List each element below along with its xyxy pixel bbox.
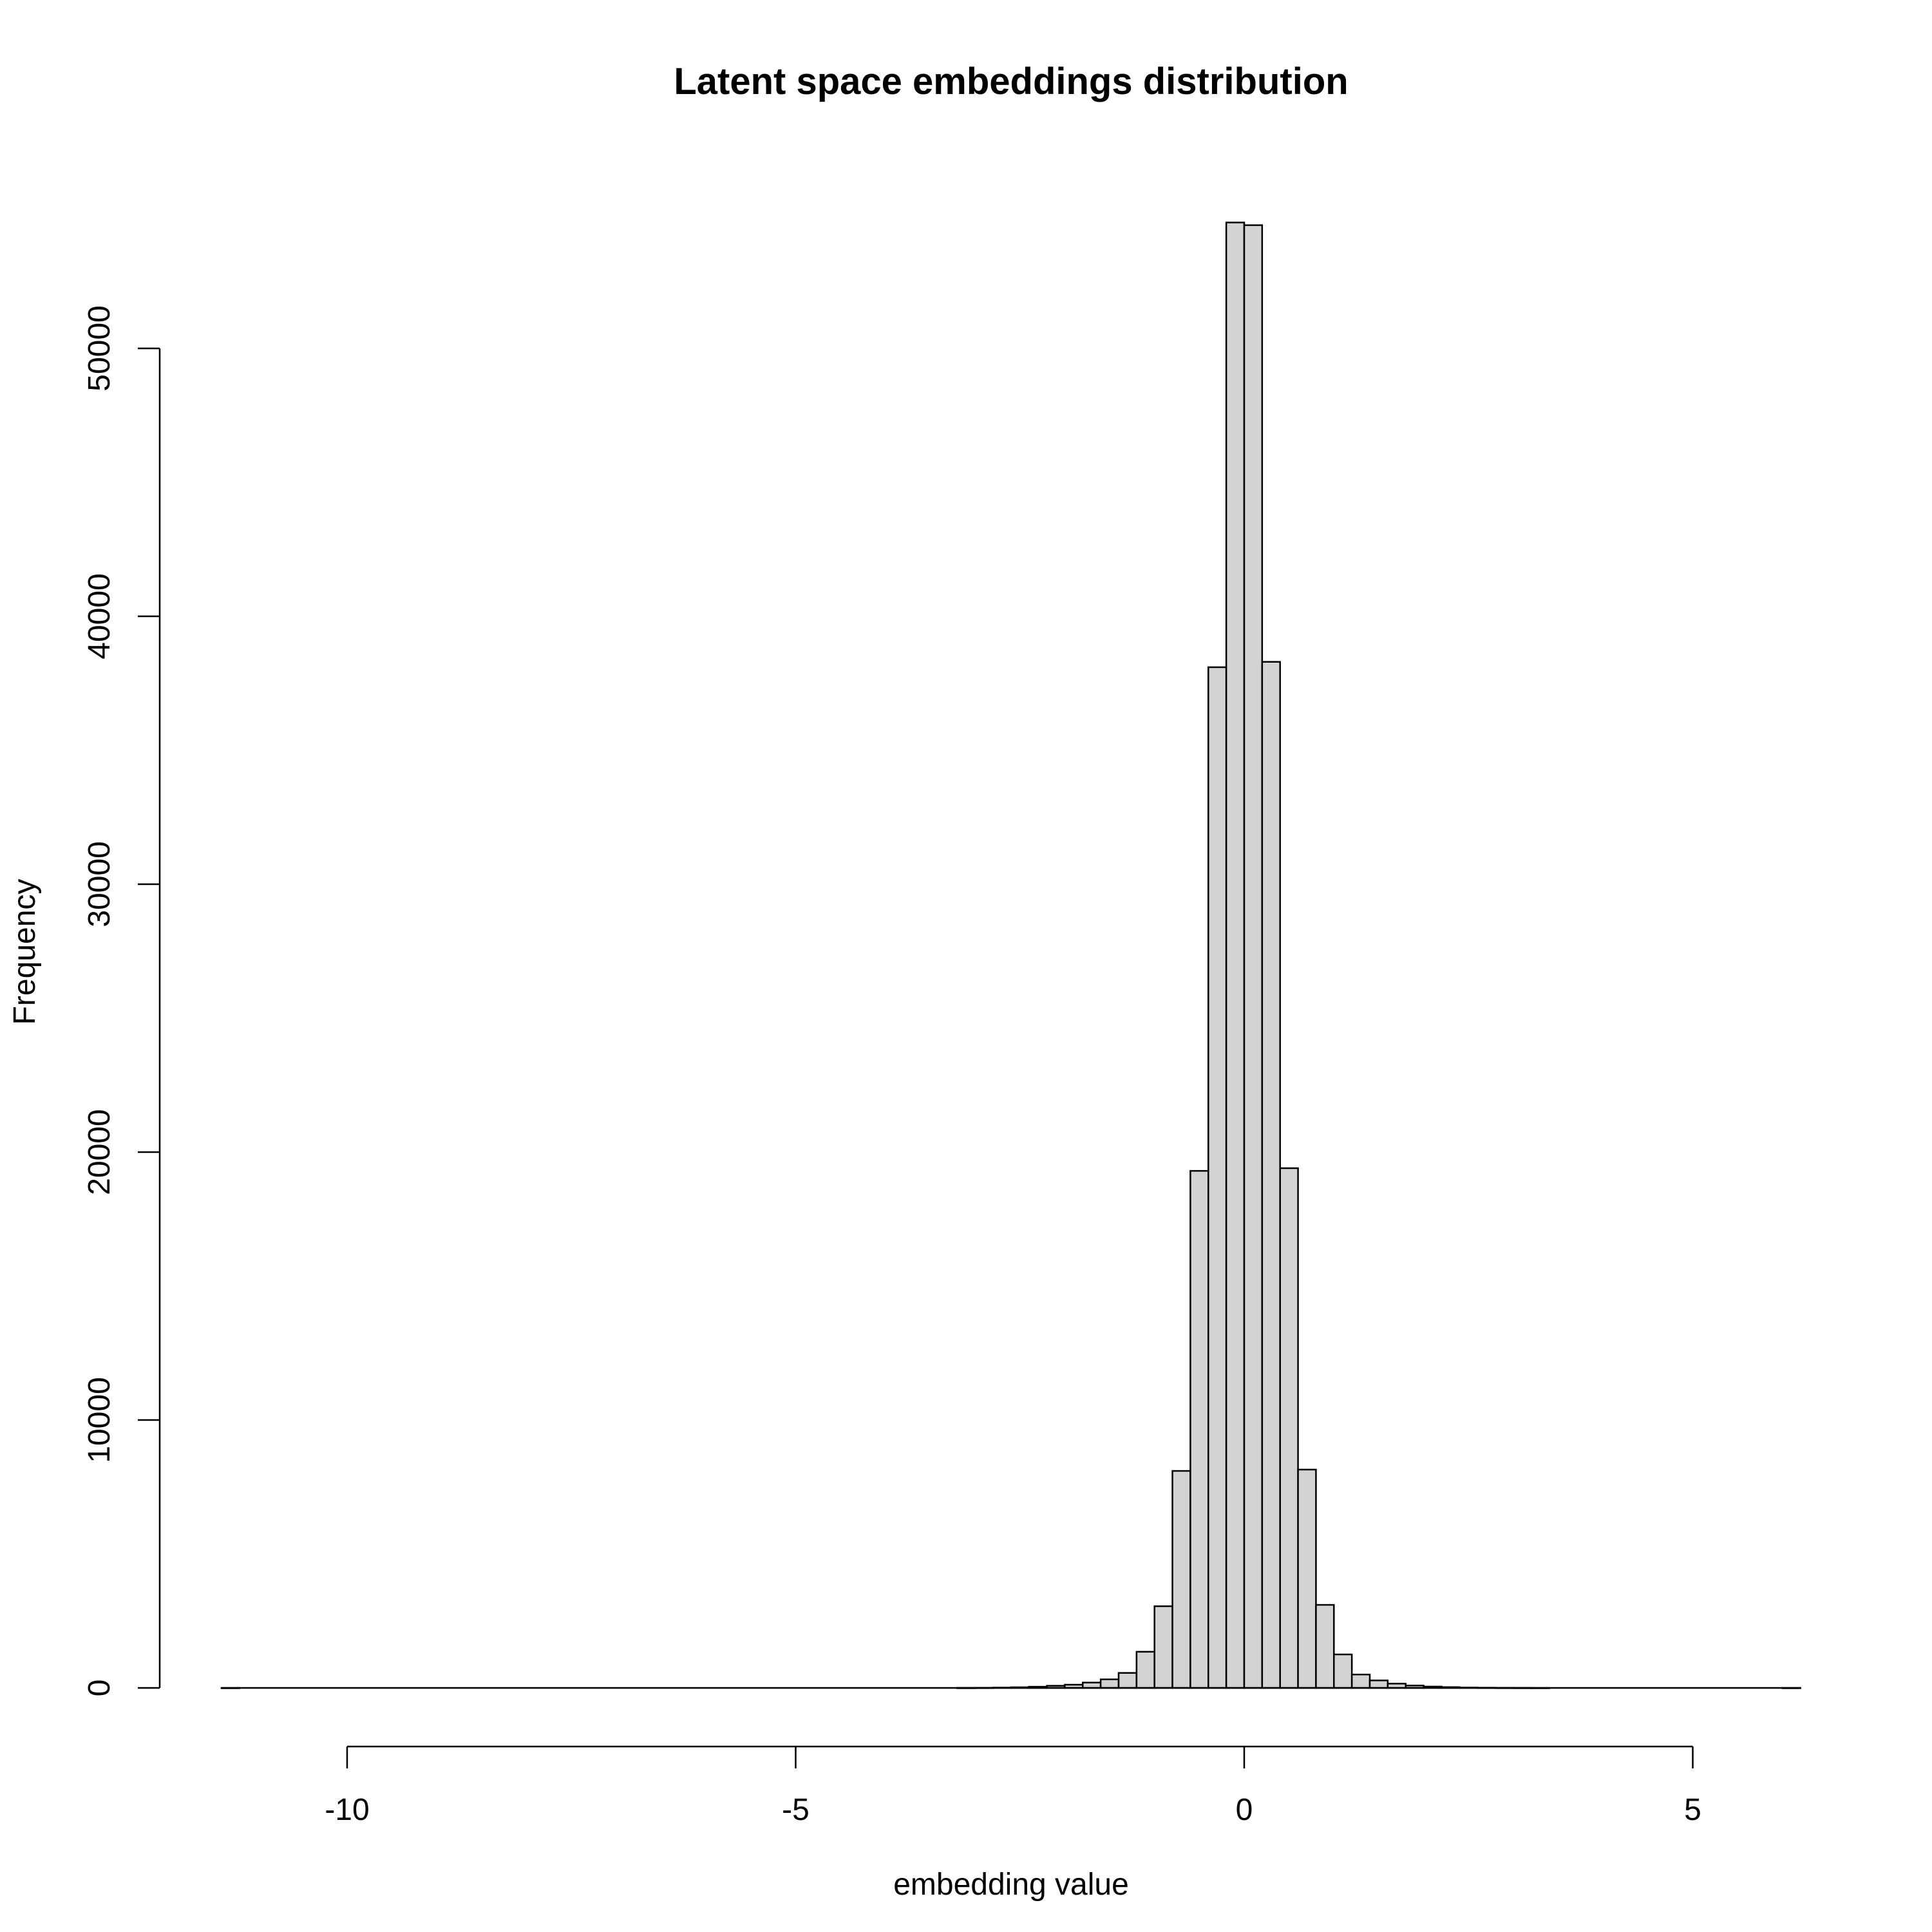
y-tick-label: 0 (82, 1680, 117, 1697)
x-axis-label: embedding value (893, 1868, 1129, 1902)
y-tick-label: 20000 (82, 1109, 117, 1195)
histogram-bar (1350, 1673, 1371, 1689)
histogram-bar (1208, 666, 1227, 1689)
x-tick-label: -5 (782, 1793, 810, 1827)
y-tick-label: 40000 (82, 573, 117, 659)
histogram-bar (1333, 1653, 1353, 1689)
histogram-bar (1153, 1605, 1173, 1689)
histogram-bar (1297, 1468, 1317, 1689)
y-tick-label: 30000 (82, 841, 117, 927)
x-axis: -10 -5 0 5 (325, 1745, 1701, 1827)
histogram-bar (1225, 222, 1245, 1689)
y-axis-label: Frequency (8, 879, 42, 1025)
x-tick-label: 0 (1236, 1793, 1253, 1827)
histogram-bar (1315, 1604, 1335, 1689)
histogram-bar (1135, 1651, 1155, 1689)
histogram-bar (1117, 1672, 1138, 1689)
chart-title: Latent space embeddings distribution (674, 61, 1348, 102)
histogram-bar (1279, 1167, 1299, 1689)
y-tick-label: 10000 (82, 1377, 117, 1463)
histogram-bars (220, 222, 1801, 1689)
histogram-bar (1099, 1678, 1120, 1689)
x-tick-label: 5 (1684, 1793, 1701, 1827)
histogram-bar (1261, 661, 1281, 1689)
y-tick-label: 50000 (82, 305, 117, 391)
histogram-bar (1189, 1170, 1209, 1689)
y-axis: 0 10000 20000 30000 40000 50000 (82, 305, 161, 1697)
histogram-bar (1243, 224, 1264, 1689)
x-tick-label: -10 (325, 1793, 369, 1827)
histogram-bar (1171, 1470, 1191, 1689)
histogram-bar (1368, 1680, 1389, 1689)
